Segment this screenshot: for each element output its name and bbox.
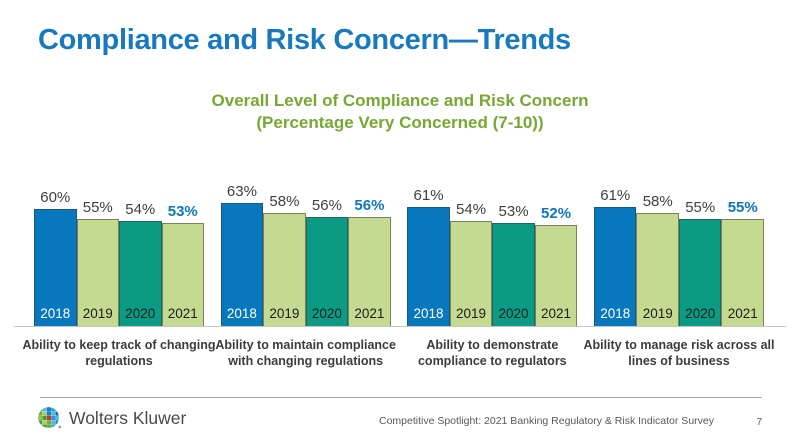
bar-2019-cat2: 2019 (263, 212, 306, 326)
category-label: Ability to demonstrate compliance to reg… (417, 338, 567, 368)
chart-title-line2: (Percentage Very Concerned (7-10)) (256, 113, 544, 132)
year-label: 2021 (354, 306, 385, 321)
bar-column-2021: 2021 55% (721, 131, 764, 326)
bar-column-2018: 2018 61% (593, 131, 637, 326)
value-label: 61% (600, 187, 631, 205)
year-label: 2019 (82, 306, 113, 321)
value-label: 56% (311, 196, 342, 214)
year-label: 2020 (498, 306, 529, 321)
value-label: 53% (498, 202, 529, 220)
bar-column-2021: 2021 56% (348, 131, 391, 326)
bar-group-1: 2018 60% 2019 55% 2020 54% 2021 53% Ability to k… (22, 131, 215, 368)
value-label: 60% (40, 189, 71, 206)
year-label: 2018 (413, 306, 444, 321)
value-label: 54% (125, 200, 156, 218)
bar-2018-cat4: 2018 (593, 207, 637, 326)
category-label: Ability to maintain compliance with chan… (215, 338, 396, 368)
value-label: 55% (727, 198, 758, 216)
footer-caption: Competitive Spotlight: 2021 Banking Regu… (378, 415, 714, 427)
year-label: 2021 (167, 306, 198, 321)
year-label: 2021 (541, 306, 572, 321)
bar-2018-cat3: 2018 (407, 207, 450, 326)
x-axis-line (14, 326, 786, 327)
bar-group-4: 2018 61% 2019 58% 2020 55% 2021 55% Ability to m… (583, 131, 774, 368)
bar-column-2018: 2018 61% (407, 131, 450, 326)
year-label: 2019 (269, 306, 300, 321)
bar-2020-cat4: 2020 (678, 218, 722, 326)
bar-column-2020: 2020 55% (678, 131, 722, 326)
bar-group-bars: 2018 61% 2019 54% 2020 53% 2021 52% (407, 131, 578, 326)
bar-2018-cat2: 2018 (220, 203, 264, 326)
value-label: 54% (456, 200, 487, 218)
bar-2019-cat3: 2019 (449, 220, 493, 326)
value-label: 55% (685, 198, 716, 216)
year-label: 2020 (311, 306, 342, 321)
year-label: 2018 (600, 306, 631, 321)
bar-2018-cat1: 2018 (34, 209, 77, 326)
bar-column-2019: 2019 58% (263, 131, 306, 326)
year-label: 2018 (226, 306, 257, 321)
bar-column-2019: 2019 54% (449, 131, 493, 326)
value-label: 55% (82, 198, 113, 216)
bar-2021-cat3: 2021 (534, 224, 578, 326)
bar-chart: 2018 60% 2019 55% 2020 54% 2021 53% Ability to k… (22, 131, 774, 368)
year-label: 2019 (456, 306, 487, 321)
value-label: 53% (167, 202, 198, 220)
bar-column-2019: 2019 58% (636, 131, 679, 326)
bar-column-2018: 2018 60% (34, 131, 77, 326)
bar-column-2020: 2020 53% (492, 131, 535, 326)
bar-column-2018: 2018 63% (220, 131, 264, 326)
category-label: Ability to keep track of changing regula… (22, 338, 216, 368)
bar-2019-cat1: 2019 (76, 218, 119, 326)
logo-wordmark: Wolters Kluwer (69, 408, 187, 428)
bar-group-2: 2018 63% 2019 58% 2020 56% 2021 56% Ability to m… (215, 131, 396, 368)
chart-title: Overall Level of Compliance and Risk Con… (0, 90, 800, 134)
bar-column-2020: 2020 54% (119, 131, 162, 326)
bar-group-bars: 2018 61% 2019 58% 2020 55% 2021 55% (593, 131, 764, 326)
bar-column-2021: 2021 53% (161, 131, 204, 326)
bar-2019-cat4: 2019 (636, 212, 679, 326)
bar-column-2020: 2020 56% (305, 131, 349, 326)
bar-2021-cat2: 2021 (348, 216, 391, 326)
chart-title-line1: Overall Level of Compliance and Risk Con… (211, 91, 589, 110)
bar-2020-cat3: 2020 (492, 222, 535, 326)
year-label: 2019 (642, 306, 673, 321)
value-label: 56% (354, 196, 385, 214)
value-label: 52% (541, 204, 572, 222)
bar-column-2021: 2021 52% (534, 131, 578, 326)
year-label: 2018 (40, 306, 71, 321)
value-label: 58% (269, 192, 300, 210)
page-number: 7 (756, 417, 762, 428)
bar-group-bars: 2018 60% 2019 55% 2020 54% 2021 53% (34, 131, 204, 326)
page-title: Compliance and Risk Concern—Trends (38, 24, 571, 56)
bar-2021-cat4: 2021 (721, 218, 764, 326)
bar-column-2019: 2019 55% (76, 131, 119, 326)
bar-2021-cat1: 2021 (161, 222, 204, 326)
bar-group-3: 2018 61% 2019 54% 2020 53% 2021 52% Ability to d… (407, 131, 578, 368)
value-label: 58% (642, 192, 673, 210)
year-label: 2020 (125, 306, 156, 321)
bar-group-bars: 2018 63% 2019 58% 2020 56% 2021 56% (220, 131, 391, 326)
bar-2020-cat2: 2020 (305, 216, 349, 326)
value-label: 61% (413, 187, 444, 205)
wolters-kluwer-logo: Wolters Kluwer (37, 406, 186, 431)
value-label: 63% (226, 183, 257, 201)
bar-2020-cat1: 2020 (119, 220, 162, 326)
footer-divider (40, 397, 762, 398)
wolters-kluwer-mosaic-globe-icon (38, 407, 61, 429)
year-label: 2021 (727, 306, 758, 321)
category-label: Ability to manage risk across all lines … (583, 338, 775, 368)
year-label: 2020 (685, 306, 716, 321)
